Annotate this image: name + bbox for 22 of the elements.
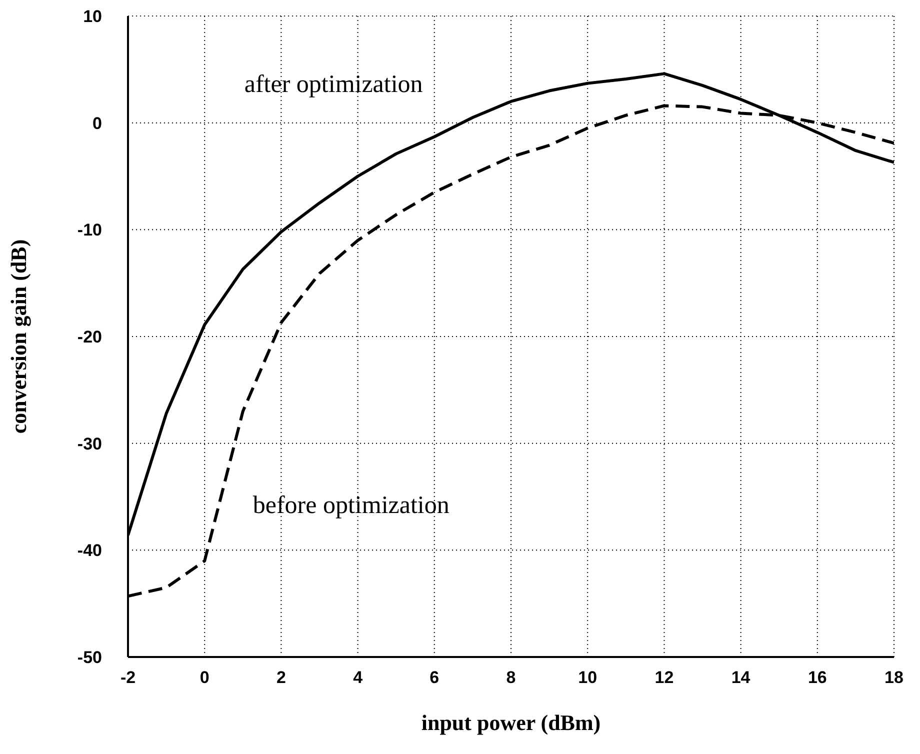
x-tick-label: 16 bbox=[808, 668, 827, 688]
x-tick-label: 8 bbox=[506, 668, 516, 688]
y-tick-label: 0 bbox=[92, 114, 102, 133]
x-tick-label: 12 bbox=[654, 668, 674, 688]
y-tick-label: -10 bbox=[77, 220, 102, 240]
y-tick-label: 10 bbox=[83, 7, 102, 26]
x-axis-title: input power (dBm) bbox=[421, 710, 601, 735]
y-tick-label: -40 bbox=[77, 541, 102, 560]
x-tick-label: 0 bbox=[200, 668, 210, 688]
x-tick-label: 4 bbox=[353, 668, 364, 688]
y-tick-label: -50 bbox=[77, 648, 102, 668]
series-label: after optimization bbox=[244, 70, 423, 99]
x-tick-label: 6 bbox=[430, 668, 440, 688]
y-axis-title: conversion gain (dB) bbox=[6, 239, 31, 434]
x-tick-label: 18 bbox=[884, 668, 904, 688]
x-tick-label: 10 bbox=[578, 668, 598, 688]
x-tick-label: 2 bbox=[276, 668, 286, 688]
x-tick-label: -2 bbox=[120, 668, 136, 688]
y-tick-label: -30 bbox=[77, 434, 102, 454]
y-tick-label: -20 bbox=[77, 328, 102, 347]
series-label: before optimization bbox=[252, 492, 450, 520]
x-tick-label: 14 bbox=[731, 668, 751, 688]
